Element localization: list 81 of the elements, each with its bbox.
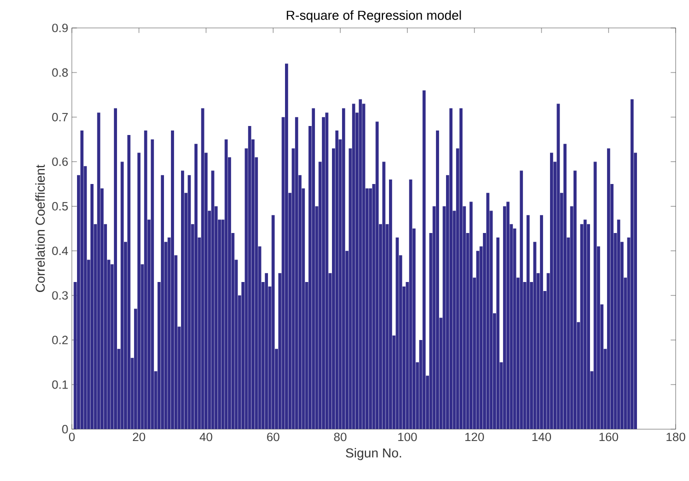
bar xyxy=(264,273,268,430)
bar xyxy=(144,130,148,430)
bar xyxy=(272,215,275,430)
x-tick-label: 0 xyxy=(69,432,75,442)
bar xyxy=(526,215,530,430)
bar xyxy=(358,99,362,430)
y-tick-label: 0.9 xyxy=(52,24,68,32)
x-tick-label: 80 xyxy=(334,432,346,442)
bar xyxy=(550,152,554,430)
x-tick-label: 140 xyxy=(532,432,552,442)
bar xyxy=(90,184,94,430)
bar xyxy=(362,104,366,430)
bar xyxy=(150,139,154,430)
y-tick-label: 0.3 xyxy=(52,291,68,300)
bar xyxy=(188,175,191,430)
bar xyxy=(574,170,577,430)
x-tick-label: 120 xyxy=(465,432,484,442)
x-tick-label: 160 xyxy=(600,432,618,442)
y-tick-label: 0.4 xyxy=(52,246,68,256)
bar xyxy=(120,162,124,430)
bar xyxy=(137,152,140,430)
bar xyxy=(248,126,252,430)
bar xyxy=(368,188,372,430)
bar xyxy=(335,130,338,430)
x-tick-label: 20 xyxy=(132,432,146,442)
bar xyxy=(556,104,560,430)
bar xyxy=(470,202,473,430)
bar xyxy=(325,112,328,430)
bar xyxy=(594,162,597,430)
y-tick-label: 0 xyxy=(62,424,68,434)
chart-title: R-square of Regression model xyxy=(286,10,461,22)
y-tick-label: 0.6 xyxy=(52,157,68,166)
y-tick-label: 0.8 xyxy=(52,68,68,77)
bar xyxy=(285,64,288,430)
x-tick-label: 180 xyxy=(666,432,686,442)
bar xyxy=(194,144,198,430)
bar xyxy=(224,139,228,430)
bar xyxy=(533,242,536,430)
bar xyxy=(342,108,346,430)
bar xyxy=(540,215,544,430)
bar xyxy=(563,144,567,430)
x-tick-label: 40 xyxy=(200,432,212,442)
y-axis-title: Correlation Coefficient xyxy=(35,164,45,292)
bar xyxy=(486,192,490,430)
bar xyxy=(352,104,356,430)
bar xyxy=(396,237,399,430)
bar xyxy=(409,179,412,430)
x-tick-label: 60 xyxy=(267,432,280,442)
bar xyxy=(295,117,298,430)
bar xyxy=(476,250,480,430)
bar xyxy=(389,179,392,430)
bar xyxy=(181,170,184,430)
bar xyxy=(459,108,463,430)
y-tick-label: 0.2 xyxy=(52,336,68,344)
bar xyxy=(382,162,386,430)
bar xyxy=(422,90,426,430)
x-tick-label: 100 xyxy=(398,432,417,442)
bar xyxy=(607,148,610,430)
bar xyxy=(617,220,620,430)
bar xyxy=(211,170,214,430)
bar xyxy=(114,108,118,430)
y-tick-label: 0.7 xyxy=(52,112,68,122)
bar xyxy=(436,130,440,430)
bar xyxy=(160,175,164,430)
y-tick-label: 0.5 xyxy=(52,202,68,210)
bar xyxy=(584,220,587,430)
bar xyxy=(376,122,379,430)
bar xyxy=(170,130,174,430)
bar xyxy=(97,112,100,430)
bar xyxy=(127,134,130,430)
bar xyxy=(449,108,452,430)
y-tick-label: 0.1 xyxy=(52,380,68,389)
bar xyxy=(201,108,204,430)
bar xyxy=(630,99,634,430)
bar xyxy=(506,202,510,430)
bar xyxy=(312,108,315,430)
bar xyxy=(520,170,523,430)
x-axis-title: Sigun No. xyxy=(346,448,402,460)
bar xyxy=(80,130,84,430)
bar xyxy=(503,206,506,430)
bar xyxy=(496,237,500,430)
